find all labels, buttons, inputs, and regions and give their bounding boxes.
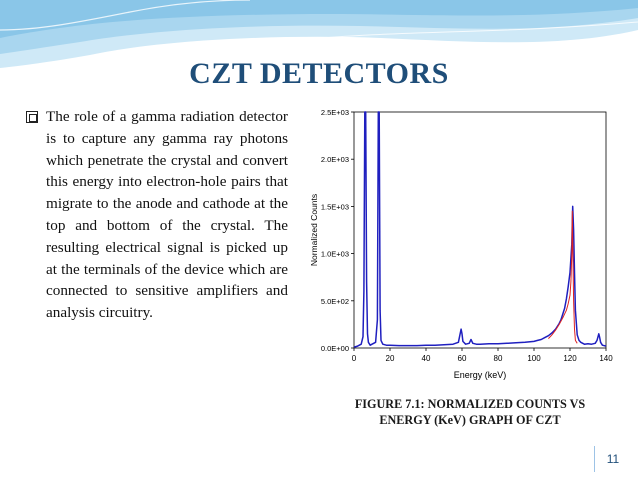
- x-tick-label: 140: [599, 354, 613, 363]
- counts-vs-energy-chart: Normalized Counts Energy (keV) 0.0E+00 5.…: [306, 104, 616, 390]
- bullet-item: The role of a gamma radiation detector i…: [26, 106, 288, 324]
- x-tick-label: 80: [494, 354, 503, 363]
- y-tick-label: 2.5E+03: [321, 108, 349, 117]
- x-tick-label: 0: [352, 354, 357, 363]
- y-axis-label: Normalized Counts: [309, 194, 319, 266]
- chart: Normalized Counts Energy (keV) 0.0E+00 5.…: [306, 104, 616, 390]
- slide-title: CZT DETECTORS: [189, 57, 449, 90]
- page-number-divider: [594, 446, 595, 472]
- axes: 0.0E+00 5.0E+02 1.0E+03 1.5E+03 2.0E+03 2.5E+…: [321, 108, 613, 363]
- bullet-text: The role of a gamma radiation detector i…: [46, 108, 288, 322]
- x-tick-label: 100: [527, 354, 541, 363]
- series: [353, 111, 607, 348]
- figure-caption: FIGURE 7.1: NORMALIZED COUNTS VS ENERGY …: [320, 396, 620, 428]
- y-tick-label: 0.0E+00: [321, 344, 349, 353]
- caption-line-1: FIGURE 7.1: NORMALIZED COUNTS VS: [354, 397, 586, 411]
- series-line-2: [548, 210, 578, 344]
- y-tick-label: 2.0E+03: [321, 155, 349, 164]
- header-banner: [0, 0, 638, 68]
- page-number: 11: [606, 452, 620, 466]
- x-tick-label: 20: [386, 354, 395, 363]
- x-tick-label: 40: [422, 354, 431, 363]
- checkbox-square-icon: [26, 111, 38, 123]
- plot-frame: [353, 111, 607, 349]
- y-tick-label: 1.0E+03: [321, 250, 349, 259]
- x-tick-label: 60: [458, 354, 467, 363]
- x-axis-label: Energy (keV): [454, 370, 507, 380]
- x-tick-label: 120: [563, 354, 577, 363]
- series-line-1: [353, 111, 607, 348]
- y-tick-label: 5.0E+02: [321, 297, 349, 306]
- y-tick-label: 1.5E+03: [321, 202, 349, 211]
- caption-line-2: ENERGY (KeV) GRAPH OF CZT: [379, 413, 561, 427]
